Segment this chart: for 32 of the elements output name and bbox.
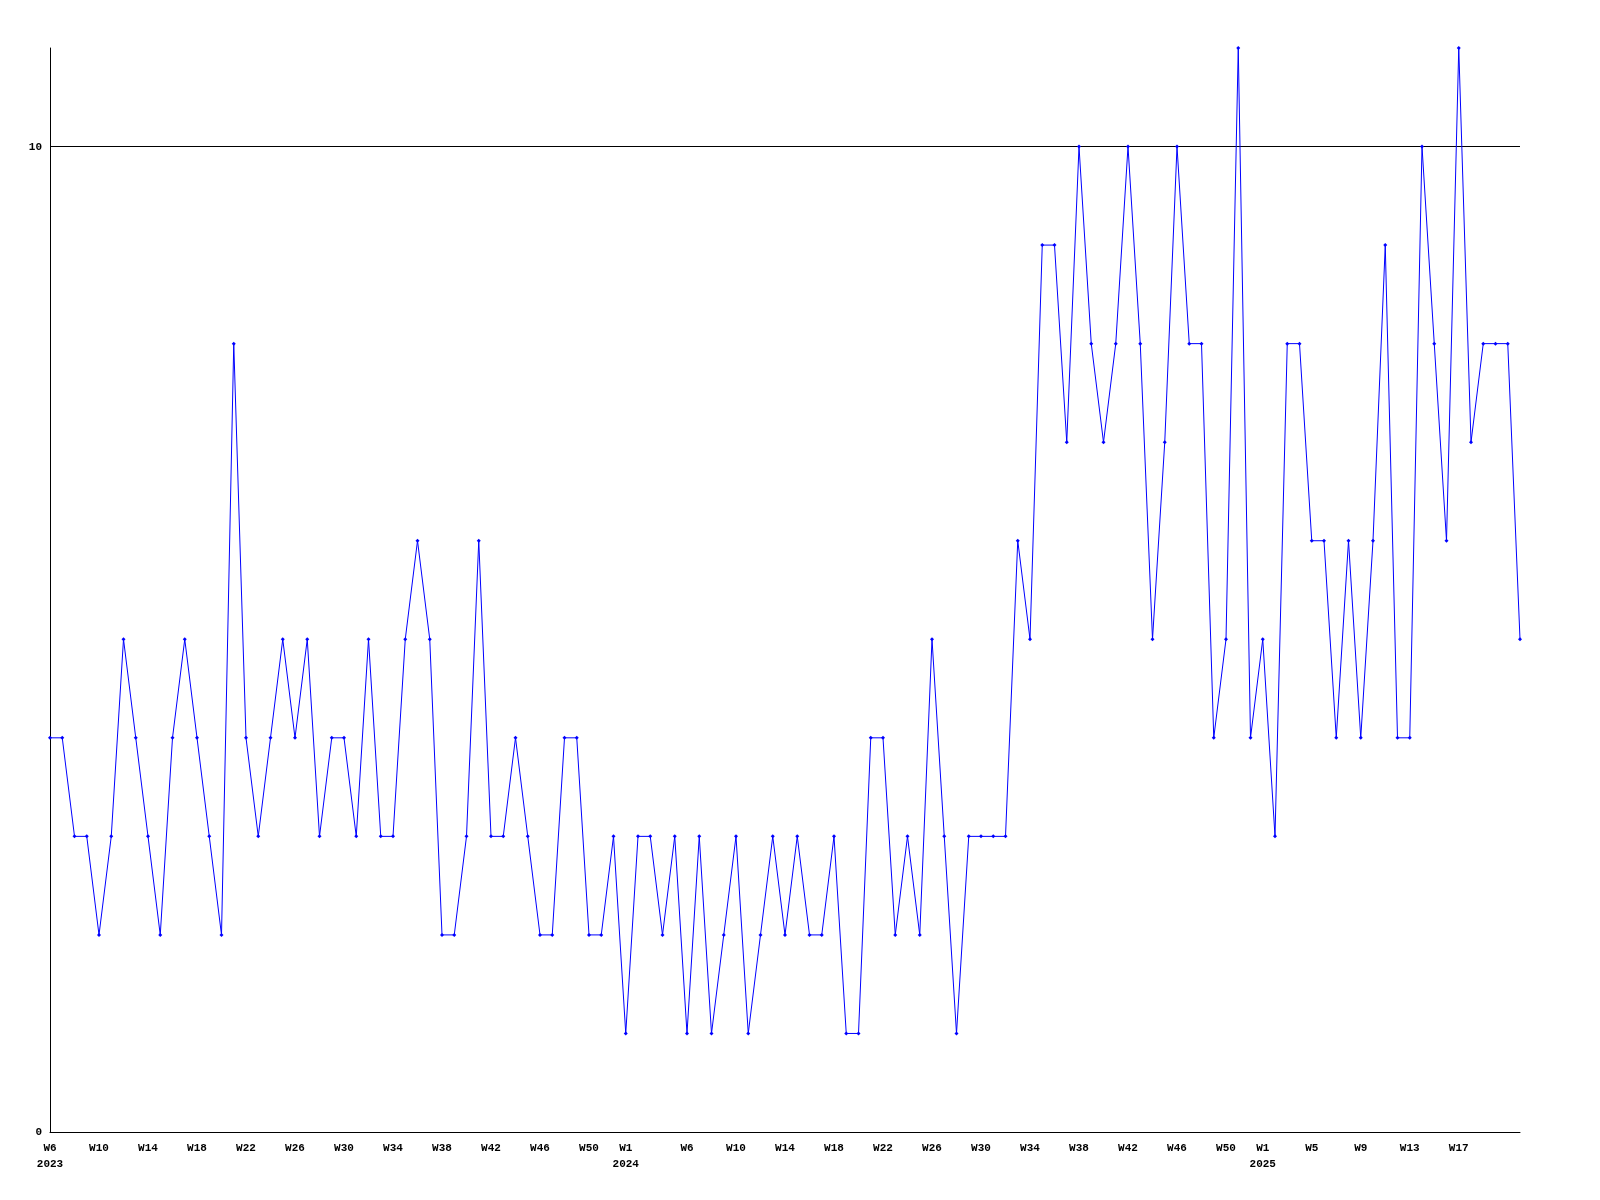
x-tick-label: W10 [89,1142,109,1154]
x-tick-label: W6 [680,1142,694,1154]
x-tick-label: W42 [1118,1142,1138,1154]
x-tick-label: W46 [530,1142,550,1154]
x-tick-label: W1 2024 [612,1142,640,1170]
x-tick-label: W1 2025 [1249,1142,1277,1170]
x-tick-label: W22 [236,1142,256,1154]
x-tick-label: W14 [138,1142,159,1154]
y-tick-label: 0 [35,1126,42,1138]
x-tick-label: W10 [726,1142,746,1154]
x-tick-label: W26 [285,1142,305,1154]
x-tick-label: W34 [1020,1142,1041,1154]
x-tick-label: W30 [334,1142,354,1154]
x-tick-label: W18 [187,1142,208,1154]
x-tick-label: W18 [824,1142,845,1154]
x-tick-label: W6 2023 [36,1142,64,1170]
x-tick-label: W14 [775,1142,796,1154]
x-tick-label: W17 [1448,1142,1469,1154]
x-tick-label: W13 [1399,1142,1421,1154]
x-tick-label: W22 [873,1142,893,1154]
x-tick-label: W26 [922,1142,942,1154]
y-tick-label: 10 [28,140,42,153]
x-tick-label: W5 [1305,1142,1319,1154]
x-tick-label: W50 [579,1142,599,1154]
x-tick-label: W50 [1216,1142,1236,1154]
x-tick-label: W42 [481,1142,501,1154]
x-tick-label: W46 [1167,1142,1187,1154]
x-tick-label: W38 [1069,1142,1090,1154]
x-tick-label: W38 [432,1142,453,1154]
x-tick-label: W34 [383,1142,404,1154]
x-tick-label: W30 [971,1142,991,1154]
x-tick-label: W9 [1354,1142,1368,1154]
